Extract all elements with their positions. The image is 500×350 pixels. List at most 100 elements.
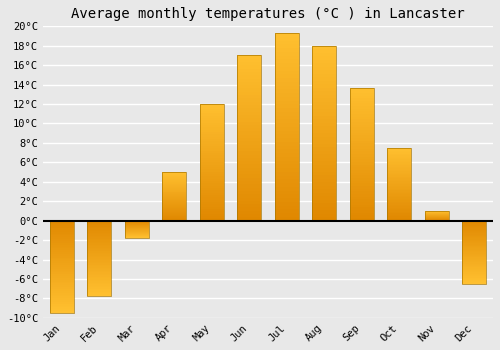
Bar (162, 183, 186, 184)
Bar (387, 152, 411, 154)
Bar (274, 194, 299, 198)
Bar (350, 165, 374, 167)
Bar (87, 225, 112, 227)
Bar (350, 162, 374, 165)
Bar (162, 195, 186, 196)
Bar (350, 146, 374, 149)
Bar (237, 89, 262, 92)
Bar (387, 214, 411, 215)
Bar (237, 128, 262, 132)
Bar (50, 230, 74, 232)
Bar (237, 132, 262, 135)
Bar (387, 162, 411, 164)
Bar (274, 153, 299, 157)
Bar (350, 152, 374, 154)
Bar (312, 182, 336, 186)
Bar (237, 78, 262, 82)
Bar (237, 92, 262, 95)
Bar (50, 250, 74, 252)
Bar (162, 185, 186, 186)
Bar (312, 172, 336, 175)
Bar (462, 238, 486, 240)
Bar (87, 261, 112, 263)
Bar (350, 88, 374, 90)
Bar (274, 89, 299, 93)
Bar (462, 226, 486, 227)
Bar (350, 101, 374, 104)
Bar (462, 261, 486, 262)
Bar (387, 154, 411, 155)
Bar (462, 230, 486, 231)
Bar (387, 195, 411, 196)
Bar (200, 197, 224, 200)
Bar (424, 211, 449, 220)
Bar (462, 242, 486, 243)
Bar (350, 130, 374, 133)
Bar (162, 215, 186, 216)
Bar (162, 212, 186, 213)
Bar (312, 151, 336, 154)
Bar (87, 256, 112, 257)
Bar (237, 214, 262, 217)
Bar (237, 135, 262, 138)
Bar (237, 62, 262, 65)
Bar (312, 168, 336, 172)
Bar (312, 137, 336, 140)
Bar (387, 202, 411, 203)
Bar (462, 234, 486, 236)
Bar (274, 209, 299, 213)
Bar (312, 130, 336, 133)
Bar (312, 67, 336, 70)
Bar (274, 108, 299, 112)
Bar (237, 65, 262, 69)
Bar (387, 200, 411, 202)
Bar (162, 186, 186, 187)
Bar (200, 200, 224, 202)
Bar (387, 161, 411, 162)
Bar (387, 156, 411, 158)
Bar (200, 130, 224, 132)
Bar (462, 279, 486, 280)
Bar (50, 241, 74, 243)
Bar (50, 265, 74, 267)
Bar (162, 216, 186, 217)
Bar (462, 243, 486, 245)
Bar (350, 213, 374, 215)
Bar (387, 212, 411, 214)
Bar (50, 223, 74, 224)
Bar (462, 223, 486, 224)
Bar (237, 95, 262, 98)
Bar (312, 70, 336, 74)
Bar (274, 48, 299, 52)
Bar (50, 226, 74, 228)
Bar (274, 78, 299, 82)
Bar (387, 205, 411, 206)
Bar (162, 181, 186, 182)
Bar (237, 158, 262, 161)
Bar (162, 207, 186, 208)
Bar (87, 293, 112, 295)
Bar (350, 127, 374, 130)
Bar (200, 106, 224, 109)
Bar (312, 193, 336, 196)
Bar (162, 182, 186, 183)
Bar (462, 267, 486, 269)
Bar (162, 200, 186, 201)
Bar (50, 276, 74, 278)
Bar (87, 220, 112, 296)
Bar (162, 205, 186, 206)
Bar (50, 285, 74, 287)
Bar (50, 309, 74, 311)
Bar (350, 215, 374, 218)
Bar (350, 154, 374, 157)
Bar (200, 134, 224, 137)
Bar (87, 287, 112, 289)
Bar (162, 201, 186, 202)
Bar (274, 198, 299, 202)
Bar (200, 116, 224, 118)
Bar (387, 175, 411, 177)
Bar (350, 117, 374, 119)
Bar (462, 237, 486, 238)
Bar (462, 278, 486, 279)
Bar (274, 161, 299, 164)
